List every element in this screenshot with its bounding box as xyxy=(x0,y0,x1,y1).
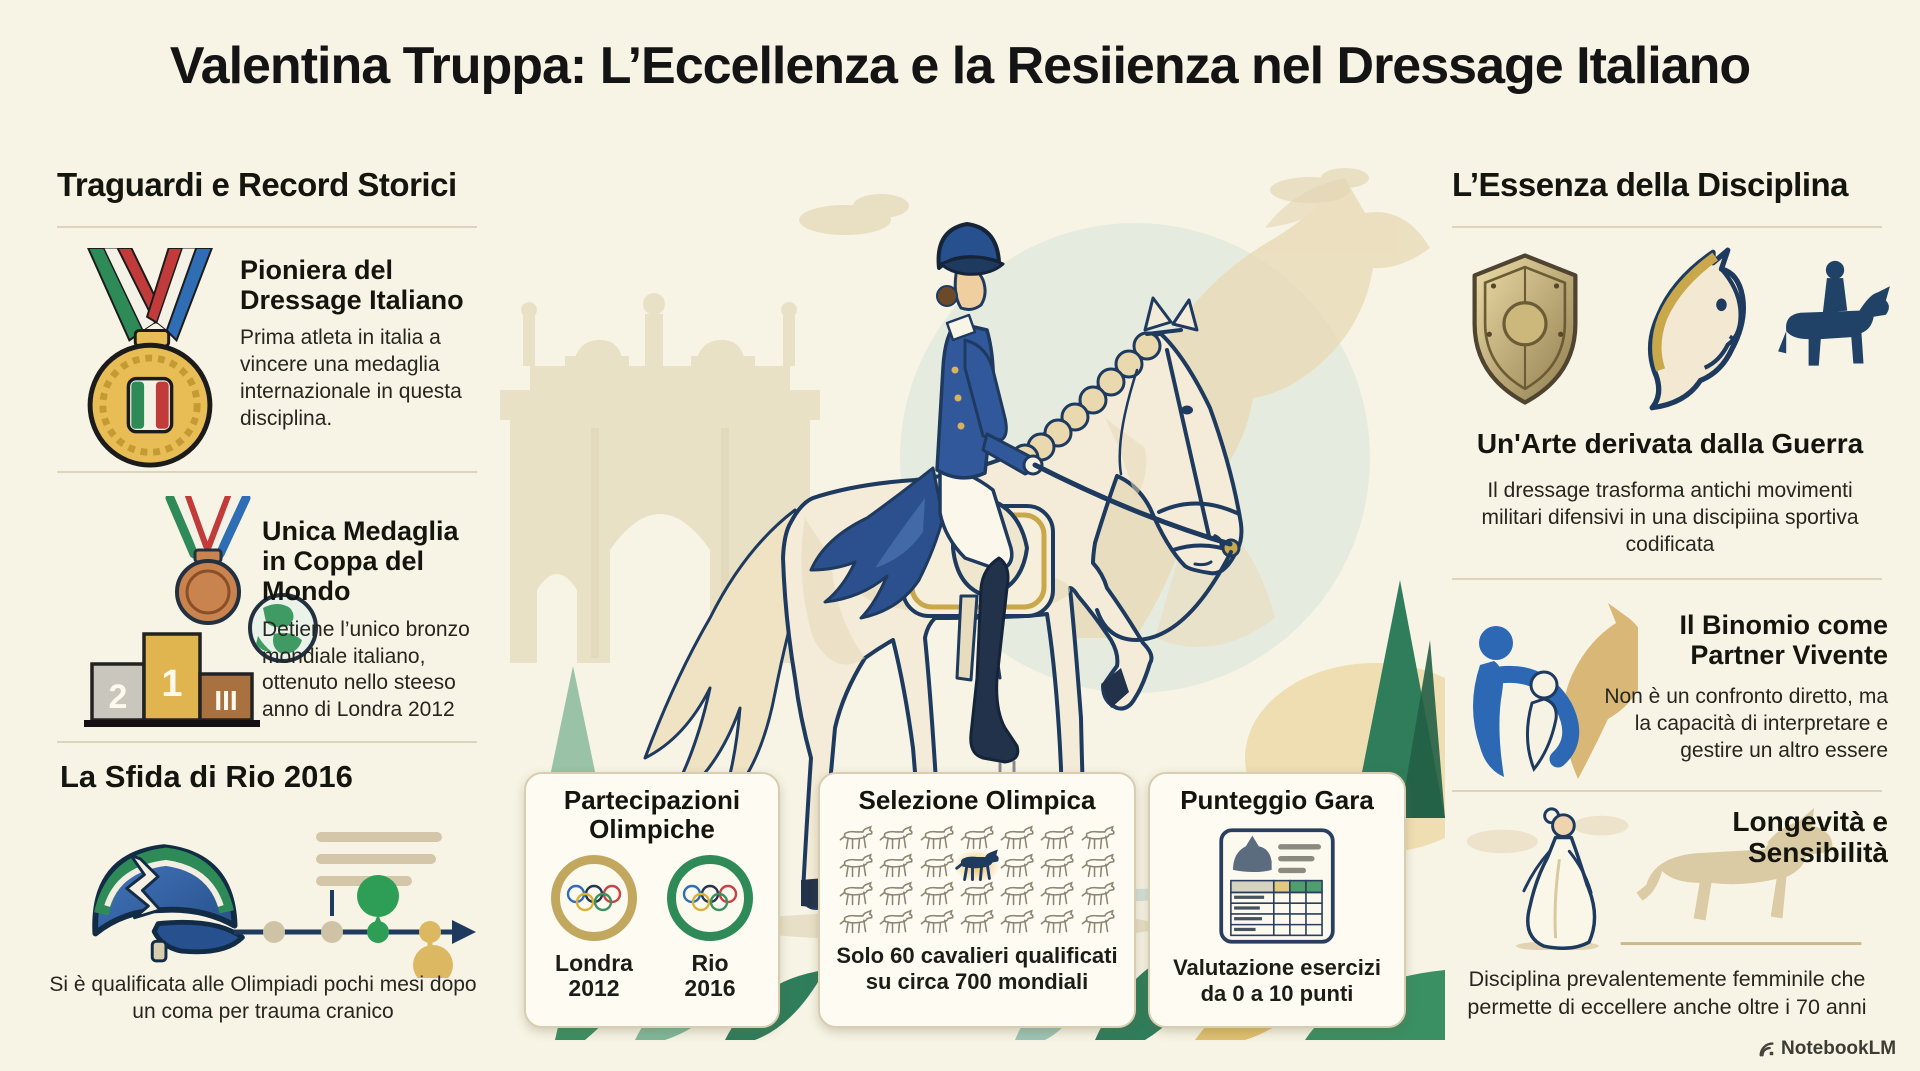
horse-outline-icon xyxy=(920,881,954,905)
olympics-badge-london: Londra 2012 xyxy=(542,855,646,1002)
horse-outline-icon xyxy=(920,909,954,933)
right-column-header: L’Essenza della Disciplina xyxy=(1452,166,1849,203)
horse-outline-icon xyxy=(1081,881,1115,905)
bridle xyxy=(1118,328,1241,554)
divider xyxy=(57,741,477,743)
left-column-header: Traguardi e Record Storici xyxy=(57,166,457,203)
horse-outline-icon xyxy=(1041,825,1075,849)
horse-outline-icon xyxy=(839,909,873,933)
section-body: Detiene l’unico bronzo mondiale italiano… xyxy=(262,617,470,722)
horse-outline-icon xyxy=(839,825,873,849)
section-title: Pioniera del Dressage Italiano xyxy=(240,255,464,316)
svg-text:III: III xyxy=(214,685,237,716)
woman-horse-illustration xyxy=(1466,807,1862,950)
scoresheet-icon xyxy=(1219,827,1335,944)
horse-outline-icon xyxy=(1041,909,1075,933)
notebooklm-watermark: NotebookLM xyxy=(1758,1038,1896,1060)
horse-head-icon xyxy=(1647,247,1746,411)
shield-icon xyxy=(1472,253,1578,405)
section-body: Il dressage trasforma antichi movimenti … xyxy=(1481,479,1859,556)
horse-outline-icon xyxy=(1000,825,1034,849)
section-title: Il Binomio come Partner Vivente xyxy=(1679,610,1888,671)
divider xyxy=(1452,578,1882,580)
section-title: Longevità e Sensibilità xyxy=(1732,806,1888,869)
dressage-horse-and-rider xyxy=(643,222,1244,915)
svg-text:2: 2 xyxy=(109,678,128,716)
horse-outline-icon xyxy=(1000,881,1034,905)
section-body: Non è un confronto diretto, ma la capaci… xyxy=(1604,685,1888,762)
horse-outline-icon xyxy=(879,853,913,877)
horse-outline-icon xyxy=(1000,853,1034,877)
horse-outline-icon xyxy=(879,881,913,905)
horse-outline-icon xyxy=(839,853,873,877)
divider xyxy=(1452,226,1882,228)
divider xyxy=(1452,790,1882,792)
horse-outline-icon xyxy=(920,825,954,849)
olympics-badge-rio: Rio 2016 xyxy=(658,855,762,1002)
horse-grid-icon xyxy=(838,825,1116,935)
section-body: Prima atleta in italia a vincere una med… xyxy=(240,326,462,431)
globe-icon xyxy=(248,593,318,663)
notebooklm-logo xyxy=(1759,1042,1774,1057)
horse-outline-icon xyxy=(1081,825,1115,849)
card-olympic-participations: Partecipazioni Olimpiche Londra 2012 Rio… xyxy=(524,772,780,1028)
section-title: La Sfida di Rio 2016 xyxy=(60,759,353,794)
divider xyxy=(57,471,477,473)
cloud-shapes xyxy=(799,168,1369,235)
section-title: Unica Medaglia in Coppa del Mondo xyxy=(262,516,459,607)
podium-icon: 2 1 III xyxy=(84,632,260,727)
horse-outline-icon xyxy=(839,881,873,905)
horse-outline-icon xyxy=(960,825,994,849)
badge-label: Rio 2016 xyxy=(684,950,736,1002)
card-title: Punteggio Gara xyxy=(1180,785,1374,815)
section-title: Un'Arte derivata dalla Guerra xyxy=(1476,428,1864,459)
card-title: Partecipazioni Olimpiche xyxy=(563,785,741,844)
olympic-rings-icon xyxy=(667,855,753,942)
section-body: Si è qualificata alle Olimpiadi pochi me… xyxy=(49,973,477,1023)
horse-outline-icon xyxy=(960,909,994,933)
horse-outline-icon xyxy=(1041,853,1075,877)
card-competition-score: Punteggio Gara Valutazione esercizi da 0… xyxy=(1148,772,1406,1028)
divider xyxy=(57,226,477,228)
card-body: Valutazione esercizi da 0 a 10 punti xyxy=(1173,954,1381,1006)
cracked-helmet-icon xyxy=(92,844,245,963)
horse-outline-icon xyxy=(1041,881,1075,905)
selected-horse-icon xyxy=(953,848,1001,883)
badge-label: Londra 2012 xyxy=(555,950,633,1002)
horse-outline-icon xyxy=(960,881,994,905)
horse-outline-icon xyxy=(879,909,913,933)
olympic-rings-icon xyxy=(551,855,637,942)
horse-outline-icon xyxy=(1000,909,1034,933)
svg-text:1: 1 xyxy=(161,663,182,705)
gold-medal-icon xyxy=(87,248,213,468)
horse-rider-icon xyxy=(1778,260,1890,366)
human-horse-bond-icon xyxy=(1473,603,1638,779)
card-olympic-selection: Selezione Olimpica Solo 60 cavalieri qua… xyxy=(818,772,1136,1028)
horse-outline-icon xyxy=(1081,909,1115,933)
watermark-label: NotebookLM xyxy=(1781,1038,1897,1059)
card-body: Solo 60 cavalieri qualificati su circa 7… xyxy=(836,942,1118,994)
horse-outline-icon xyxy=(1081,853,1115,877)
card-title: Selezione Olimpica xyxy=(858,785,1096,815)
tree-shape xyxy=(1400,640,1445,818)
bronze-medal-icon: 2 1 III xyxy=(84,496,318,727)
page-title: Valentina Truppa: L’Eccellenza e la Resi… xyxy=(169,37,1751,95)
horse-outline-icon xyxy=(879,825,913,849)
horse-outline-icon xyxy=(920,853,954,877)
timeline-icon xyxy=(234,832,476,978)
section-body: Disciplina prevalentemente femminile che… xyxy=(1467,967,1867,1019)
